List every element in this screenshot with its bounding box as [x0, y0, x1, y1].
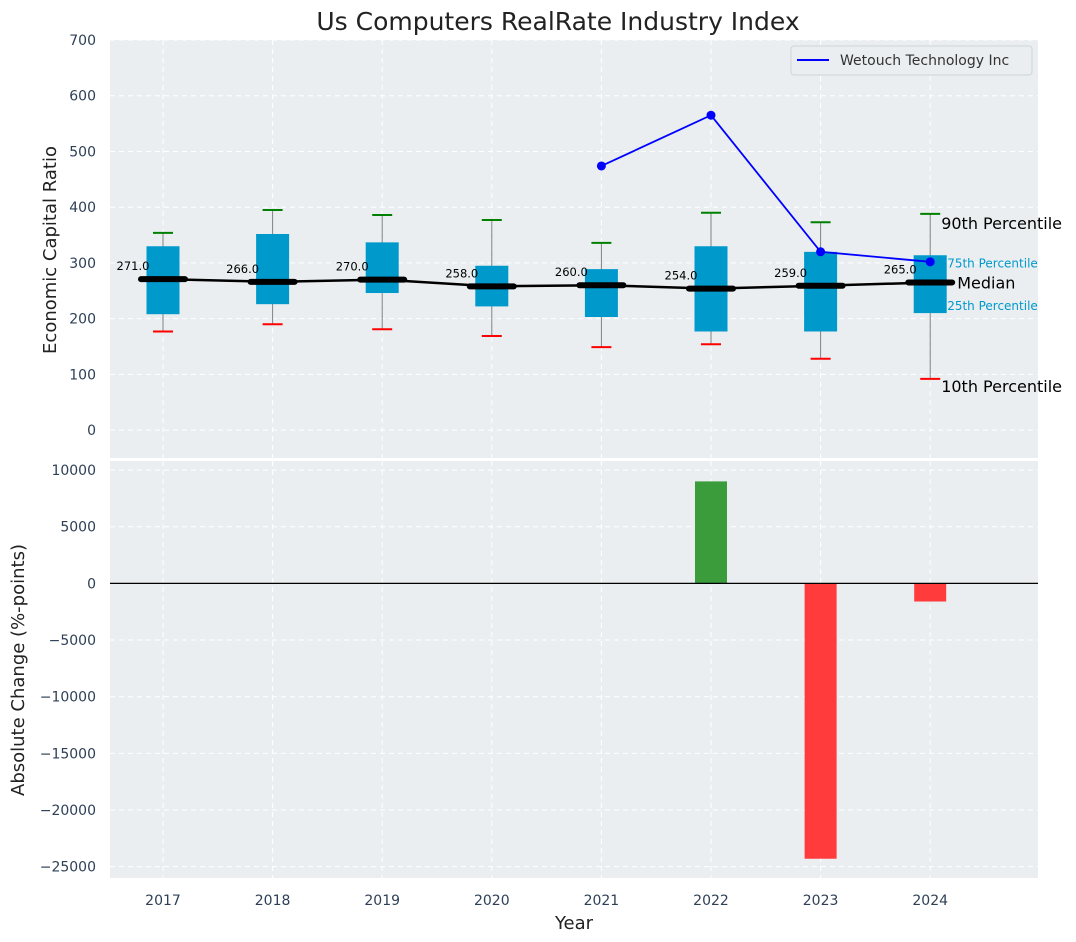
bottom-y-tick: −10000 — [40, 690, 96, 706]
bottom-plot-area — [110, 461, 1038, 878]
top-y-tick: 400 — [69, 200, 96, 216]
top-y-tick: 300 — [69, 256, 96, 272]
x-tick-label: 2020 — [474, 893, 510, 909]
bottom-y-tick-labels: −25000 −20000 −15000 −10000 −5000 0 5000 10000 — [40, 463, 96, 876]
median-trend-line — [162, 277, 931, 290]
top-y-tick: 200 — [69, 312, 96, 328]
legend-box — [790, 45, 1033, 76]
x-tick-label: 2018 — [255, 893, 291, 909]
box-2019 — [365, 242, 399, 294]
top-plot-area — [110, 40, 1038, 458]
chart-title: Us Computers RealRate Industry Index — [316, 7, 799, 36]
x-tick-label: 2017 — [145, 893, 181, 909]
series-line — [601, 114, 931, 263]
annotation-median: Median — [957, 273, 1015, 292]
annotation-p75: 75th Percentile — [947, 257, 1038, 271]
box-2018 — [256, 234, 290, 305]
change-bar-2022 — [695, 481, 727, 584]
top-y-tick: 500 — [69, 144, 96, 160]
bottom-y-axis-label: Absolute Change (%-points) — [8, 544, 29, 796]
median-label: 266.0 — [226, 262, 259, 276]
top-y-tick-labels: 0 100 200 300 400 500 600 700 — [69, 33, 96, 439]
median-label: 254.0 — [665, 269, 698, 283]
x-tick-label: 2022 — [693, 893, 729, 909]
median-label: 260.0 — [555, 265, 588, 279]
median-label: 265.0 — [884, 262, 917, 276]
series-point-2023 — [816, 247, 826, 257]
series-point-2024 — [925, 257, 935, 267]
annotation-p25: 25th Percentile — [947, 299, 1038, 313]
x-tick-label: 2019 — [364, 893, 400, 909]
annotation-p90: 90th Percentile — [941, 214, 1062, 233]
bottom-y-tick: −5000 — [49, 633, 96, 649]
top-y-tick: 0 — [87, 423, 96, 439]
top-y-tick: 600 — [69, 89, 96, 105]
median-label: 271.0 — [117, 259, 150, 273]
legend: Wetouch Technology Inc — [790, 45, 1033, 76]
median-trend — [162, 277, 931, 290]
bottom-y-tick: 5000 — [60, 520, 96, 536]
bottom-y-tick: 0 — [87, 576, 96, 592]
annotation-p10: 10th Percentile — [941, 377, 1062, 396]
x-tick-label: 2023 — [803, 893, 839, 909]
top-y-tick: 100 — [69, 367, 96, 383]
median-label: 259.0 — [774, 266, 807, 280]
median-label: 258.0 — [445, 266, 478, 280]
top-y-tick: 700 — [69, 33, 96, 49]
bottom-y-tick: 10000 — [51, 463, 96, 479]
top-y-axis-label: Economic Capital Ratio — [40, 146, 61, 354]
x-tick-label: 2024 — [912, 893, 948, 909]
change-bar-2024 — [914, 583, 947, 602]
bottom-y-tick: −20000 — [40, 803, 96, 819]
legend-label: Wetouch Technology Inc — [840, 53, 1009, 69]
bottom-gridlines — [110, 461, 1038, 878]
change-bars — [110, 481, 1038, 859]
x-tick-label: 2021 — [584, 893, 620, 909]
median-label: 270.0 — [336, 260, 369, 274]
bottom-y-tick: −25000 — [40, 860, 96, 876]
bottom-y-tick: −15000 — [40, 746, 96, 762]
box-2023 — [804, 252, 838, 332]
series-point-2022 — [706, 110, 716, 120]
x-axis-label: Year — [554, 913, 594, 934]
change-bar-2023 — [804, 583, 837, 859]
percentile-annotations: 90th Percentile 75th Percentile Median 25th… — [941, 214, 1062, 396]
box-2021 — [584, 269, 618, 317]
series-point-2021 — [596, 161, 606, 171]
x-tick-labels: 2017 2018 2019 2020 2021 2022 2023 2024 — [145, 893, 948, 909]
box-plots: 271.0 266.0 270.0 258.0 260.0 254.0 259.0 265.0 — [117, 208, 956, 380]
company-series — [596, 110, 935, 267]
